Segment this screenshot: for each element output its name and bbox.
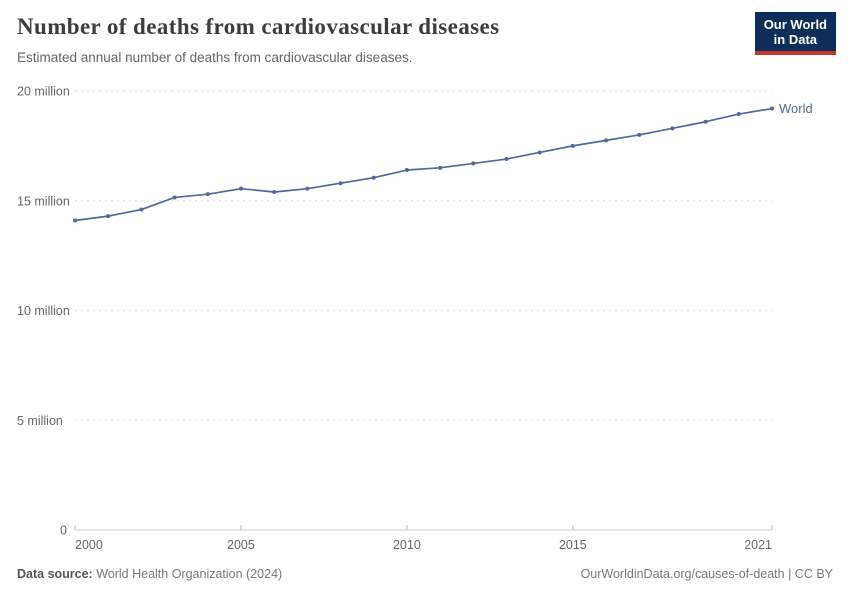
data-point-2008[interactable]: [338, 181, 343, 186]
y-axis-label: 15 million: [17, 194, 70, 208]
owid-logo-line2: in Data: [773, 32, 818, 47]
x-axis-label: 2021: [744, 538, 772, 552]
chart-subtitle: Estimated annual number of deaths from c…: [17, 50, 413, 65]
attribution-link[interactable]: OurWorldinData.org/causes-of-death | CC …: [580, 567, 833, 581]
owid-logo-line1: Our World: [763, 17, 827, 32]
data-source-value: World Health Organization (2024): [92, 567, 283, 581]
data-point-2009[interactable]: [371, 175, 376, 180]
data-point-2003[interactable]: [172, 195, 177, 200]
y-axis-label: 0: [60, 524, 67, 538]
world-line: [74, 107, 773, 222]
data-point-2006[interactable]: [272, 189, 277, 194]
data-point-2010[interactable]: [404, 168, 409, 173]
y-axis-label: 5 million: [17, 414, 63, 428]
data-point-2019[interactable]: [703, 119, 708, 124]
owid-logo[interactable]: Our World in Data: [754, 12, 836, 55]
page-title: Number of deaths from cardiovascular dis…: [17, 14, 500, 39]
series-label: World: [779, 101, 813, 116]
y-axis-label: 10 million: [17, 304, 70, 318]
data-point-2013[interactable]: [504, 157, 509, 162]
data-point-2000[interactable]: [73, 218, 77, 223]
data-source-label: Data source:: [17, 567, 93, 581]
data-point-2004[interactable]: [205, 192, 210, 197]
data-point-2016[interactable]: [604, 138, 609, 143]
x-axis-label: 2000: [75, 538, 103, 552]
x-axis-label: 2005: [227, 538, 255, 552]
data-point-2018[interactable]: [670, 126, 675, 131]
chart-footer: Data source: World Health Organization (…: [17, 567, 833, 581]
x-axis-label: 2010: [393, 538, 421, 552]
data-point-2012[interactable]: [471, 161, 476, 166]
data-point-2002[interactable]: [139, 207, 144, 212]
data-point-2017[interactable]: [637, 132, 642, 137]
y-axis-label: 20 million: [17, 85, 70, 99]
data-source: Data source: World Health Organization (…: [17, 567, 282, 581]
data-point-2015[interactable]: [570, 143, 575, 148]
data-point-2007[interactable]: [305, 186, 310, 191]
data-point-2001[interactable]: [106, 214, 111, 219]
data-point-2005[interactable]: [238, 186, 243, 191]
data-point-2011[interactable]: [438, 165, 443, 170]
x-axis-label: 2015: [559, 538, 587, 552]
data-point-2020[interactable]: [736, 112, 741, 117]
line-chart[interactable]: 0 5 million 10 million 15 million 20 million…: [0, 75, 850, 565]
data-point-2014[interactable]: [537, 150, 542, 155]
data-point-2021[interactable]: [770, 106, 774, 111]
